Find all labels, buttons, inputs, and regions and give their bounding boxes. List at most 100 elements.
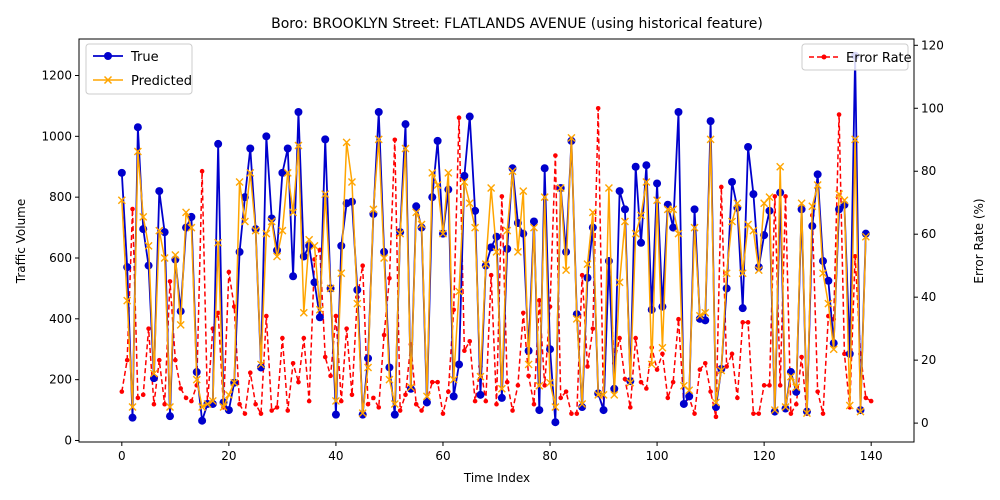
error-rate-point — [130, 206, 135, 212]
error-rate-point — [772, 194, 778, 199]
true-point — [620, 205, 629, 214]
predicted-point — [224, 390, 233, 399]
error-rate-point — [199, 168, 205, 174]
y2-tick-label: 120 — [921, 38, 944, 52]
error-rate-point — [280, 335, 285, 341]
predicted-point — [144, 241, 153, 250]
true-point — [224, 406, 233, 415]
error-rate-point — [162, 401, 167, 407]
error-rate-point — [702, 360, 708, 366]
predicted-point — [792, 383, 801, 392]
error-rate-point — [563, 389, 569, 394]
error-rate-point — [429, 379, 435, 385]
predicted-point — [262, 229, 271, 238]
true-point — [460, 171, 469, 180]
predicted-point — [374, 135, 383, 144]
predicted-point — [401, 144, 410, 153]
error-rate-point — [285, 408, 291, 413]
predicted-point — [503, 226, 512, 235]
true-point — [845, 349, 854, 358]
error-rate-point — [740, 320, 746, 325]
true-point — [198, 416, 207, 425]
error-rate-point — [397, 408, 403, 413]
error-rate-point — [692, 411, 697, 416]
error-rate-point — [863, 395, 869, 401]
predicted-point — [535, 381, 544, 390]
true-point — [406, 384, 415, 393]
predicted-point — [369, 205, 378, 214]
predicted-point — [797, 199, 806, 208]
error-rate-point — [306, 398, 312, 404]
plot-area — [117, 51, 874, 427]
true-point — [599, 406, 608, 415]
predicted-point — [358, 409, 367, 418]
error-rate-point — [435, 379, 440, 385]
true-point — [315, 313, 324, 322]
y2-tick-label: 20 — [921, 353, 936, 367]
x-tick-label: 100 — [646, 449, 669, 463]
legend-true-label: True — [130, 50, 159, 65]
error-rate-point — [788, 411, 794, 416]
error-rate-point — [344, 326, 349, 331]
error-rate-point — [456, 115, 462, 121]
predicted-point — [551, 403, 560, 412]
error-rate-point — [365, 401, 371, 407]
error-rate-point — [403, 392, 408, 398]
true-point — [711, 403, 720, 412]
error-rate-point — [708, 389, 713, 394]
error-rate-point — [140, 392, 146, 398]
true-point — [658, 302, 667, 311]
predicted-point — [497, 384, 506, 393]
x-tick-label: 20 — [221, 449, 236, 463]
error-rate-point — [419, 408, 424, 413]
error-rate-point — [151, 401, 157, 407]
error-rate-point — [735, 395, 740, 401]
predicted-point — [690, 223, 699, 232]
true-point — [781, 404, 790, 413]
true-point — [770, 407, 779, 416]
true-point — [144, 261, 153, 270]
error-rate-point — [542, 383, 547, 388]
error-rate-point — [189, 398, 194, 404]
true-point — [321, 135, 330, 144]
y-tick-label: 800 — [49, 190, 72, 204]
true-point — [433, 136, 442, 145]
legend-error-label: Error Rate — [846, 51, 912, 66]
true-point — [465, 112, 474, 121]
predicted-point — [240, 217, 249, 226]
y-axis-right: 0 20 40 60 80 100 120 — [914, 38, 944, 430]
predicted-point — [861, 232, 870, 241]
predicted-point — [845, 401, 854, 410]
error-rate-point — [660, 351, 665, 357]
predicted-point — [738, 269, 747, 278]
error-rate-point — [173, 357, 178, 363]
y-tick-label: 1200 — [41, 68, 72, 82]
error-rate-point — [296, 379, 301, 385]
error-rate-point — [783, 194, 788, 199]
predicted-point — [315, 305, 324, 314]
true-point — [786, 368, 795, 377]
true-point — [160, 228, 169, 237]
error-rate-point — [537, 298, 542, 303]
error-rate-point — [381, 332, 387, 338]
y2-axis-title: Error Rate (%) — [972, 198, 986, 283]
predicted-point — [283, 168, 292, 177]
error-rate-point — [558, 395, 564, 401]
predicted-point — [412, 208, 421, 217]
predicted-point — [160, 253, 169, 262]
x-tick-label: 140 — [860, 449, 883, 463]
true-point — [358, 410, 367, 419]
error-rate-point — [799, 354, 804, 360]
error-rate-point — [761, 383, 767, 388]
error-rate-point — [724, 364, 729, 369]
predicted-point — [310, 241, 319, 250]
error-rate-point — [226, 269, 232, 275]
predicted-point — [428, 168, 437, 177]
error-rate-point — [247, 370, 253, 376]
predicted-point — [219, 403, 228, 412]
error-rate-point — [515, 383, 521, 388]
x-axis: 0 20 40 60 80 100 120 140 — [118, 442, 883, 463]
predicted-point — [176, 320, 185, 329]
predicted-point — [556, 184, 565, 193]
